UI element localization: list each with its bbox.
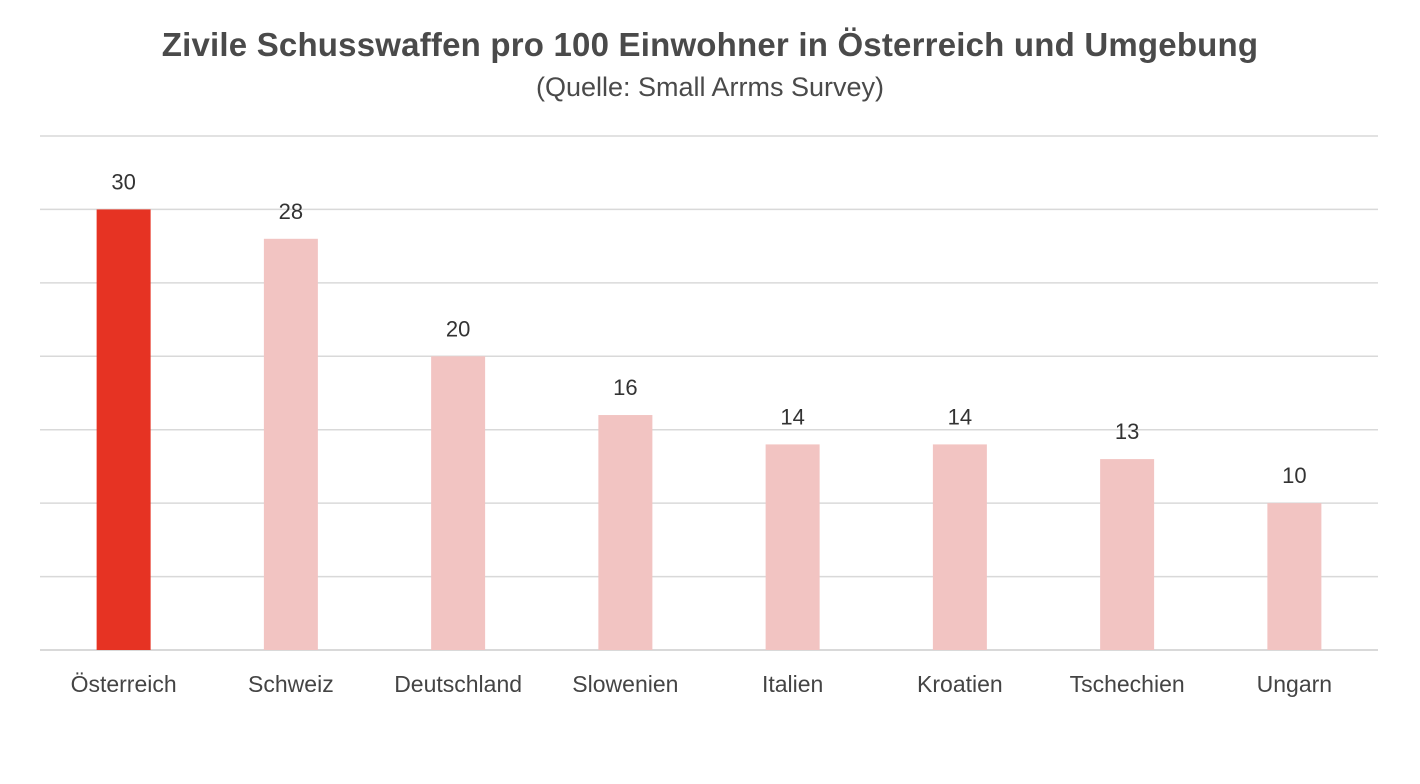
data-label: 28 — [279, 199, 303, 224]
category-label: Ungarn — [1257, 671, 1332, 697]
category-label: Schweiz — [248, 671, 334, 697]
bar — [263, 238, 318, 651]
gridlines — [40, 135, 1378, 651]
data-label: 14 — [780, 404, 804, 429]
data-label: 20 — [446, 316, 470, 341]
data-label: 13 — [1115, 419, 1139, 444]
chart-subtitle: (Quelle: Small Arrms Survey) — [535, 72, 885, 102]
data-label: 14 — [948, 404, 972, 429]
bar — [598, 415, 653, 650]
bar — [932, 444, 987, 650]
bar — [431, 356, 486, 650]
bars — [96, 209, 1322, 651]
data-label: 16 — [613, 375, 637, 400]
category-label: Slowenien — [572, 671, 678, 697]
data-label: 30 — [111, 169, 135, 194]
category-label: Österreich — [71, 671, 177, 697]
bar — [96, 209, 151, 650]
category-label: Tschechien — [1070, 671, 1185, 697]
category-labels: Österreich Schweiz Deutschland Slowenien Ita… — [71, 671, 1333, 697]
category-label: Italien — [762, 671, 823, 697]
bar — [1267, 503, 1322, 650]
chart-title: Zivile Schusswaffen pro 100 Einwohner in… — [161, 26, 1259, 63]
value-labels: 30 28 20 16 14 14 13 10 — [111, 169, 1306, 488]
bar — [765, 444, 820, 650]
category-label: Kroatien — [917, 671, 1003, 697]
category-label: Deutschland — [394, 671, 522, 697]
data-label: 10 — [1282, 463, 1306, 488]
bar — [1100, 459, 1155, 650]
